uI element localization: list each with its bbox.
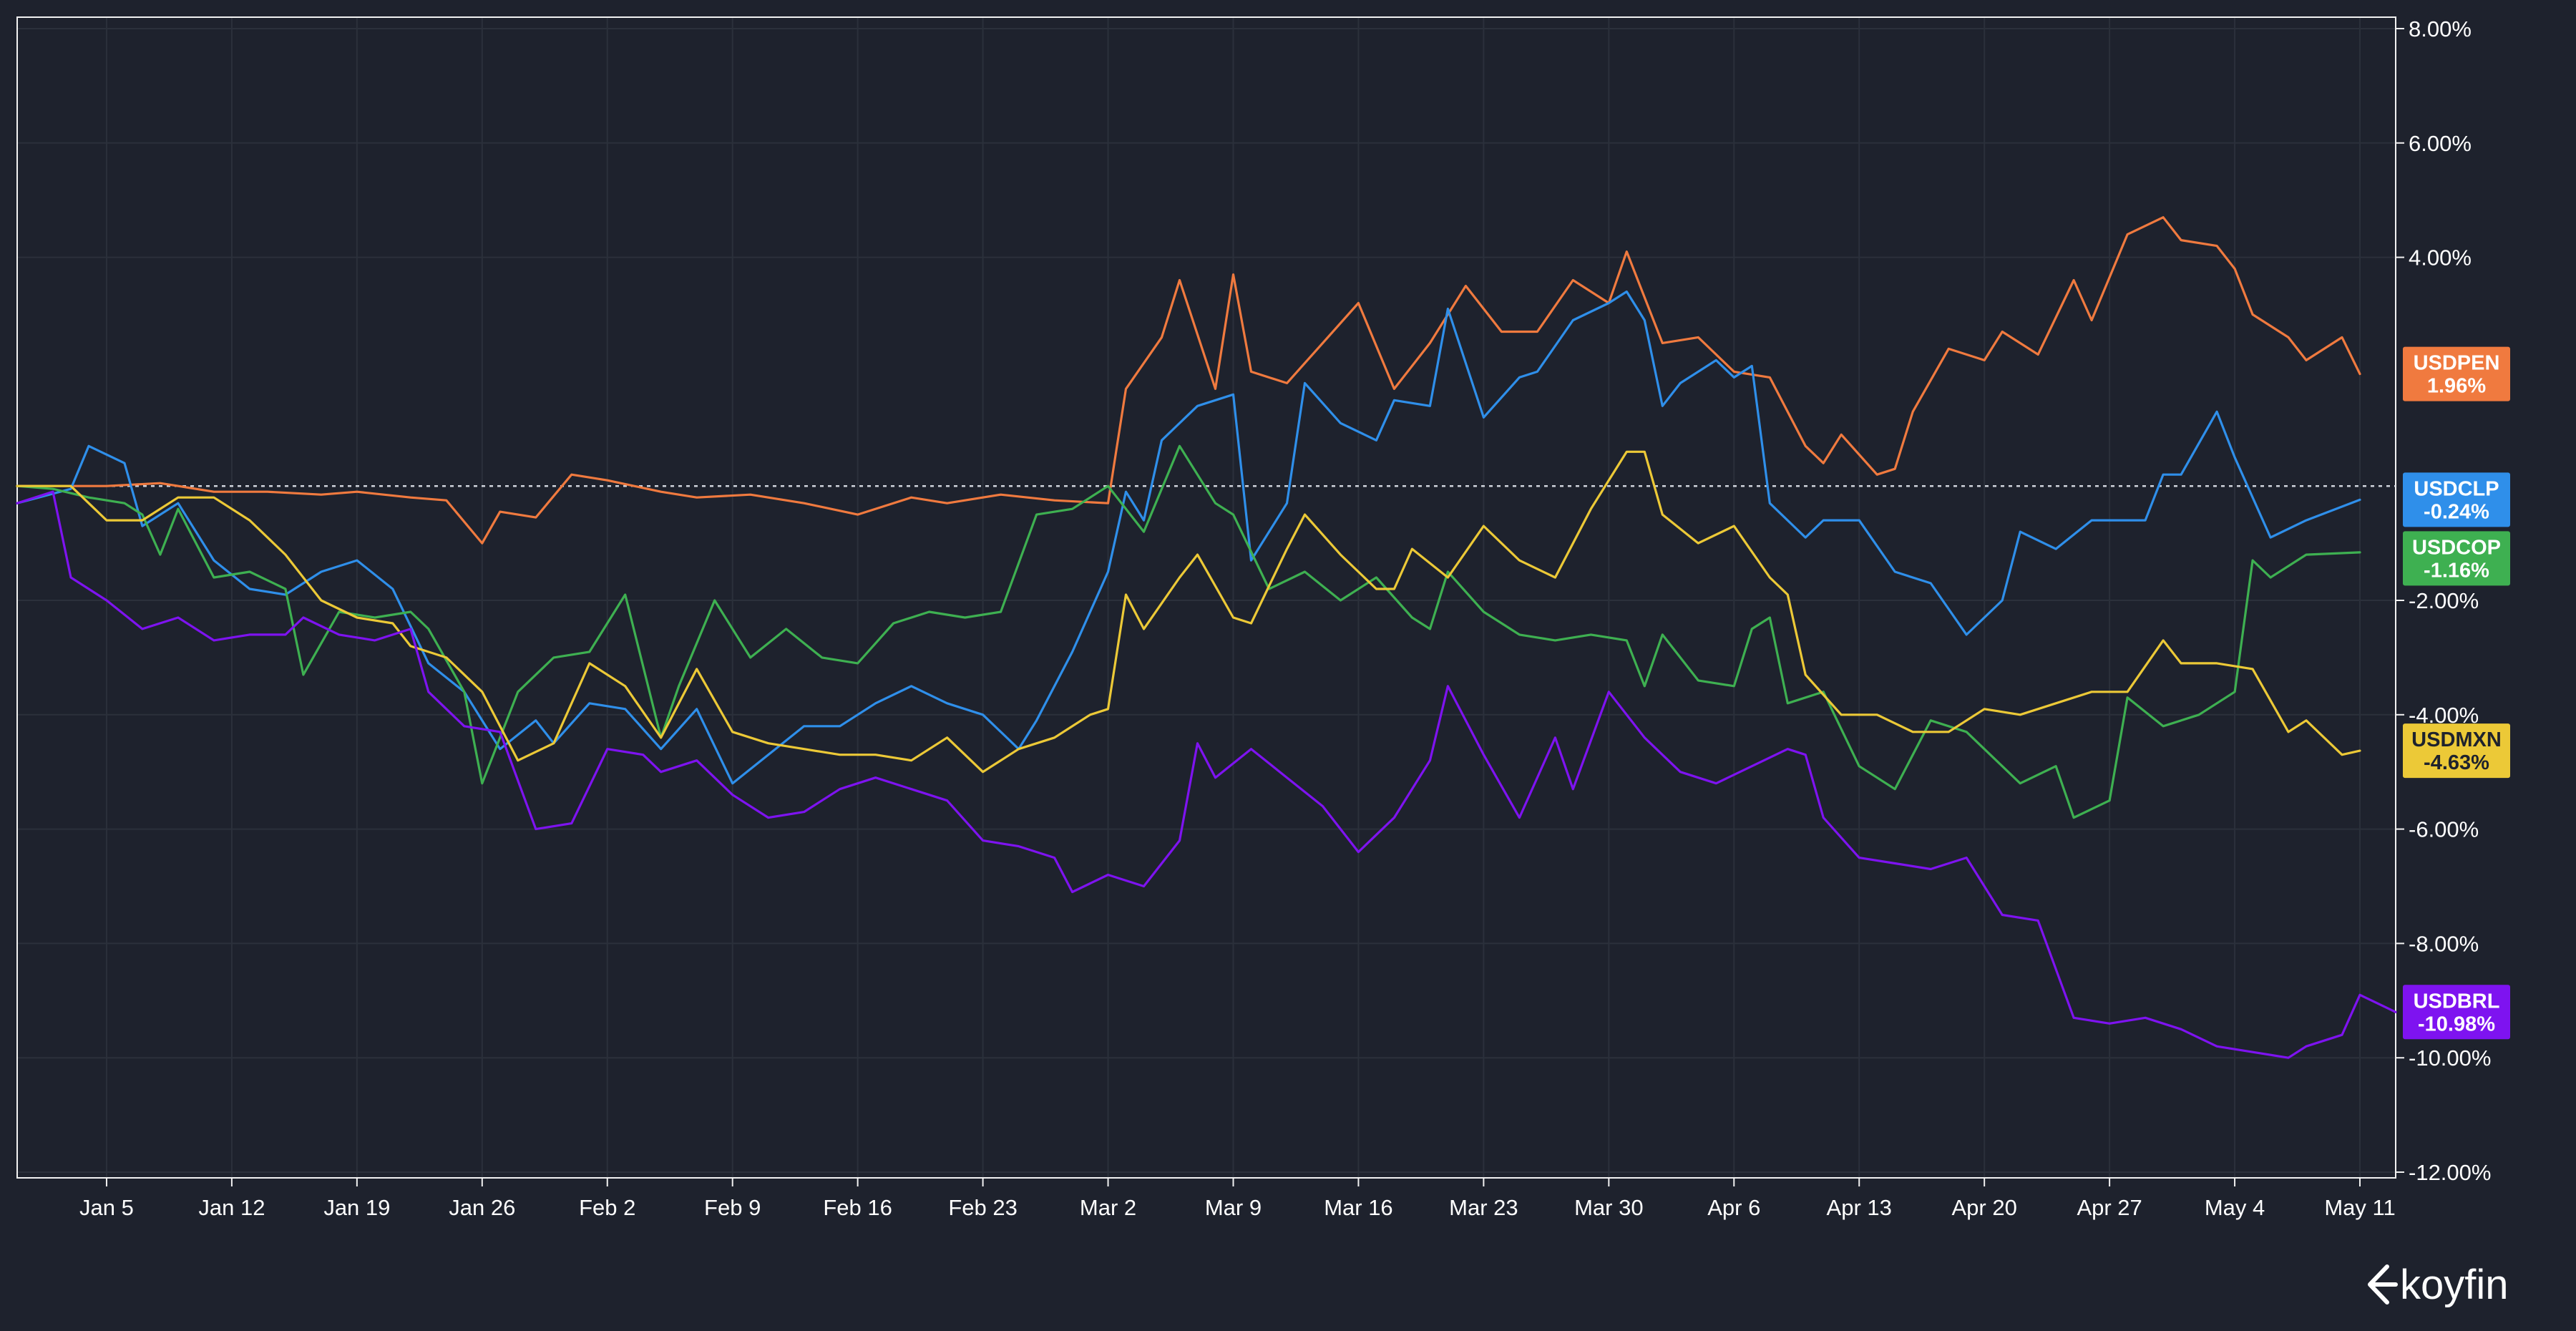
x-tick-label: Jan 12 xyxy=(198,1195,265,1220)
x-tick-label: Mar 16 xyxy=(1324,1195,1392,1220)
x-tick-label: Jan 5 xyxy=(79,1195,134,1220)
x-tick-label: Feb 23 xyxy=(948,1195,1018,1220)
series-line-usdbrl xyxy=(16,490,2397,1059)
badge-series-name: USDCLP xyxy=(2414,477,2499,500)
badge-background xyxy=(2403,346,2510,401)
y-tick-label: -10.00% xyxy=(2409,1045,2491,1071)
x-tick-label: May 4 xyxy=(2205,1195,2265,1220)
x-tick-label: Mar 2 xyxy=(1080,1195,1136,1220)
badge-background xyxy=(2403,985,2510,1040)
badge-usdcop: USDCOP-1.16% xyxy=(2403,531,2510,586)
y-tick-label: 6.00% xyxy=(2409,131,2472,156)
badge-last-value: 1.96% xyxy=(2427,375,2486,398)
y-tick-label: -6.00% xyxy=(2409,817,2479,842)
badge-background xyxy=(2403,472,2510,527)
y-axis: 8.00% 6.00% 4.00% -2.00% -4.00% -6.00% -8.00% -… xyxy=(2396,16,2491,1185)
series-line-usdpen xyxy=(16,216,2361,545)
y-tick-label: 4.00% xyxy=(2409,245,2472,270)
x-tick-label: Apr 27 xyxy=(2077,1195,2142,1220)
x-tick-label: May 11 xyxy=(2324,1195,2395,1220)
x-tick-label: Feb 16 xyxy=(823,1195,892,1220)
x-tick-label: Feb 2 xyxy=(579,1195,635,1220)
badge-series-name: USDBRL xyxy=(2414,990,2500,1013)
y-tick-label: 8.00% xyxy=(2409,16,2472,42)
x-tick-label: Jan 26 xyxy=(449,1195,515,1220)
badge-series-name: USDCOP xyxy=(2412,536,2501,559)
badge-last-value: -0.24% xyxy=(2424,500,2489,523)
x-tick-label: Feb 9 xyxy=(704,1195,761,1220)
y-tick-label: -8.00% xyxy=(2409,931,2479,956)
koyfin-wordmark: koyfin xyxy=(2400,1262,2509,1308)
badge-series-name: USDMXN xyxy=(2411,728,2502,751)
badge-last-value: -4.63% xyxy=(2424,751,2489,774)
gridlines xyxy=(17,17,2396,1178)
badge-series-name: USDPEN xyxy=(2414,352,2500,375)
badge-usdclp: USDCLP-0.24% xyxy=(2403,472,2510,527)
series-line-usdmxn xyxy=(16,450,2361,774)
koyfin-logo: koyfin xyxy=(2368,1262,2509,1308)
x-tick-label: Mar 23 xyxy=(1449,1195,1518,1220)
x-tick-label: Apr 13 xyxy=(1827,1195,1892,1220)
badge-last-value: -10.98% xyxy=(2418,1013,2495,1035)
y-tick-label: -4.00% xyxy=(2409,703,2479,728)
x-tick-label: Mar 9 xyxy=(1205,1195,1262,1220)
x-tick-label: Apr 6 xyxy=(1707,1195,1760,1220)
x-axis: Jan 5 Jan 12 Jan 19 Jan 26 Feb 2 Feb 9 Feb 16 F… xyxy=(79,1178,2396,1220)
badge-last-value: -1.16% xyxy=(2424,559,2489,582)
series-lines xyxy=(16,216,2397,1059)
x-tick-label: Mar 30 xyxy=(1574,1195,1643,1220)
badge-background xyxy=(2403,723,2510,779)
series-line-usdcop xyxy=(16,444,2361,819)
x-tick-label: Jan 19 xyxy=(323,1195,390,1220)
badge-usdbrl: USDBRL-10.98% xyxy=(2403,985,2510,1040)
x-tick-label: Apr 20 xyxy=(1952,1195,2017,1220)
y-tick-label: -2.00% xyxy=(2409,588,2479,613)
series-line-usdclp xyxy=(16,290,2361,785)
badge-background xyxy=(2403,531,2510,586)
koyfin-logo-icon xyxy=(2368,1264,2398,1305)
y-tick-label: -12.00% xyxy=(2409,1160,2491,1185)
last-value-badges: USDPEN1.96%USDCLP-0.24%USDCOP-1.16%USDMX… xyxy=(2403,346,2510,1040)
badge-usdmxn: USDMXN-4.63% xyxy=(2403,723,2510,779)
plot-frame xyxy=(16,16,2396,1179)
